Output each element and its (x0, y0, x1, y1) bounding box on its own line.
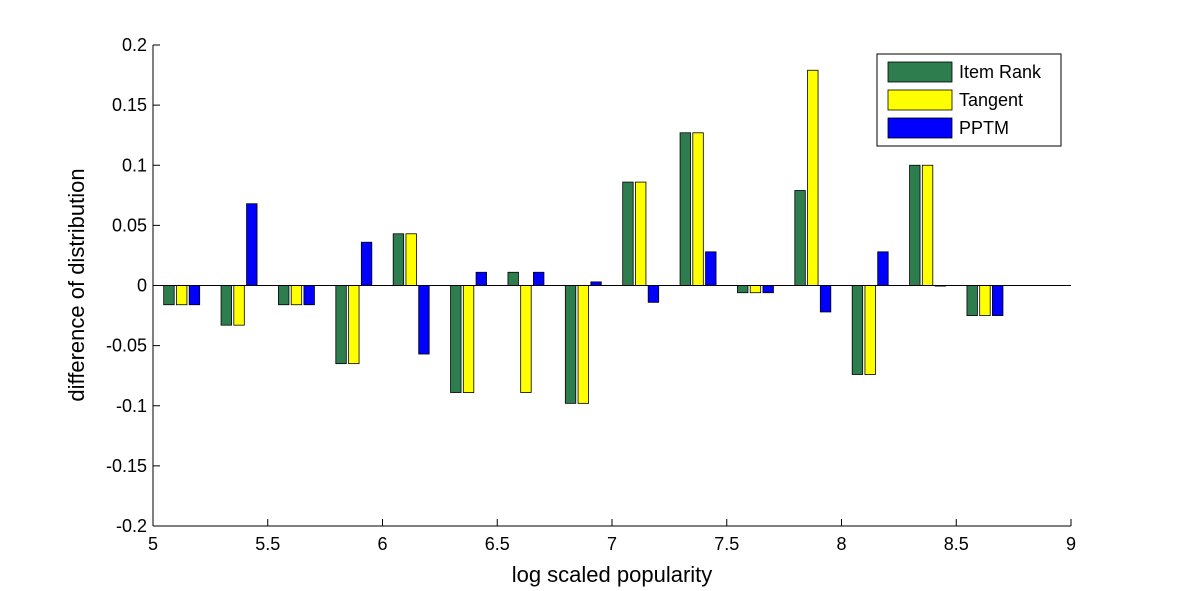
bar-item-rank (450, 285, 462, 393)
bar-pptm (819, 285, 832, 313)
y-tick-label: 0.1 (122, 155, 147, 175)
legend-label: PPTM (959, 118, 1009, 138)
x-tick-label: 5 (148, 534, 158, 554)
bar-pptm (877, 251, 889, 286)
bar-pptm (418, 285, 430, 355)
x-axis-label: log scaled popularity (512, 562, 713, 587)
bar-pptm (360, 241, 373, 286)
bar-pptm (246, 203, 258, 286)
y-tick-label: -0.05 (106, 336, 147, 356)
bar-item-rank (392, 233, 405, 286)
bar-pptm (533, 271, 545, 286)
bar-tangent (348, 285, 360, 365)
bar-item-rank (220, 285, 232, 326)
y-axis-label: difference of distribution (64, 168, 89, 401)
bar-pptm (475, 271, 487, 286)
x-tick-label: 8 (836, 534, 846, 554)
bar-pptm (705, 251, 717, 286)
bar-tangent (520, 285, 532, 393)
bar-item-rank (737, 285, 749, 294)
y-tick-label: 0.2 (122, 35, 147, 55)
bar-item-rank (909, 164, 921, 286)
bar-tangent (233, 285, 245, 326)
y-tick-label: 0 (137, 276, 147, 296)
bar-tangent (635, 181, 647, 286)
legend-swatch (887, 117, 953, 139)
bar-tangent (290, 285, 303, 306)
bar-item-rank (335, 285, 347, 365)
bar-item-rank (163, 285, 175, 306)
bar-tangent (921, 164, 934, 286)
legend-label: Tangent (959, 90, 1023, 110)
bar-tangent (176, 285, 188, 306)
y-tick-label: -0.2 (116, 516, 147, 536)
x-tick-label: 7.5 (714, 534, 739, 554)
ticks-group: 5 5.5 6 6.5 7 7.5 8 8.5 9 -0.2 -0.15 -0.1 -0.05 0 0.05… (106, 35, 1076, 554)
bar-pptm (590, 281, 602, 286)
bar-tangent (807, 69, 819, 286)
bar-item-rank (679, 132, 691, 286)
bar-tangent (749, 285, 762, 294)
x-tick-label: 6.5 (485, 534, 510, 554)
bar-item-rank (851, 285, 864, 375)
legend-label: Item Rank (959, 62, 1042, 82)
y-tick-label: -0.1 (116, 396, 147, 416)
legend-swatch (887, 61, 953, 83)
y-tick-label: -0.15 (106, 456, 147, 476)
legend: Item Rank Tangent PPTM (876, 53, 1062, 147)
bar-pptm (647, 285, 660, 303)
bar-pptm (303, 285, 315, 306)
bar-tangent (577, 285, 589, 404)
bar-pptm (992, 285, 1004, 316)
legend-swatch (887, 89, 953, 111)
bar-item-rank (622, 181, 634, 286)
bar-tangent (692, 132, 704, 286)
bar-item-rank (278, 285, 290, 306)
bar-tangent (864, 285, 876, 375)
y-tick-label: 0.15 (112, 95, 147, 115)
x-tick-label: 8.5 (944, 534, 969, 554)
bar-item-rank (966, 285, 978, 316)
bar-tangent (405, 233, 417, 286)
bar-pptm (762, 285, 774, 294)
x-tick-label: 6 (377, 534, 387, 554)
bar-pptm (188, 285, 201, 306)
x-tick-label: 9 (1066, 534, 1076, 554)
bar-item-rank (794, 190, 806, 286)
bar-tangent (979, 285, 991, 316)
bar-tangent (462, 285, 475, 393)
x-tick-label: 7 (607, 534, 617, 554)
bar-item-rank (564, 285, 577, 404)
y-tick-label: 0.05 (112, 215, 147, 235)
x-tick-label: 5.5 (255, 534, 280, 554)
bar-item-rank (507, 271, 519, 286)
